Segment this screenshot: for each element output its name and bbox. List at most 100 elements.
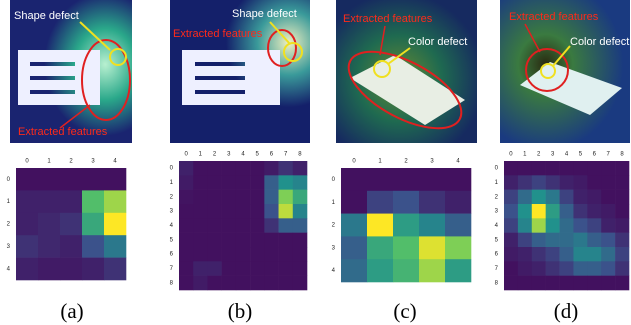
heatmap-cell [601,261,615,276]
heatmap-cell [264,218,279,233]
heatmap-cell [615,261,629,276]
heatmap-cell [293,175,308,190]
heatmap-cell [504,276,518,291]
x-tick-label: 3 [91,159,95,165]
x-tick-label: 3 [551,152,555,158]
heatmap-cell [419,214,445,237]
heatmap-cell [393,259,419,282]
heatmap-cell [341,236,367,259]
x-tick-label: 7 [284,152,288,158]
heatmap-cell [573,190,587,205]
heatmap-cell [560,190,574,205]
heatmap-cell [179,190,194,205]
heatmap-cell [293,190,308,205]
heatmap-cell [16,190,38,213]
x-tick-label: 6 [593,152,597,158]
heatmap-cell [264,261,279,276]
heatmap-cell [587,261,601,276]
heatmap-cell [293,276,308,291]
heatmap-cell [367,236,393,259]
heatmap-cell [193,190,208,205]
y-tick-label: 2 [332,223,336,229]
heatmap-cell [393,236,419,259]
heatmap-cell [341,214,367,237]
heatmap-cell [38,213,60,236]
heatmap-cell [445,168,471,191]
heatmap-cell [60,168,82,191]
caption: (b) [228,299,253,323]
heatmap-cell [104,213,126,236]
heatmap-cell [82,235,104,258]
heatmap-cell [250,261,265,276]
heatmap-cell [279,247,294,262]
heatmap-cell [193,175,208,190]
heatmap-cell [518,247,532,262]
heatmap-cell [445,236,471,259]
heatmap-cell [222,190,237,205]
heatmap-cell [293,218,308,233]
heatmap-cell [193,161,208,176]
heatmap-cell [279,218,294,233]
heatmap-cell [207,247,222,262]
y-tick-label: 4 [495,223,499,229]
heatmap-cell [393,214,419,237]
heatmap-cell [419,236,445,259]
heatmap-cell [445,259,471,282]
heatmap-cell [279,204,294,219]
heatmap-cell [615,218,629,233]
heatmap-cell [207,233,222,248]
annotation: Shape defect [14,10,79,22]
heatmap-cell [587,233,601,248]
heatmap-cell [601,190,615,205]
heatmap-cell [546,247,560,262]
x-tick-label: 2 [537,152,541,158]
x-tick-label: 1 [199,152,203,158]
heatmap-cell [16,168,38,191]
photo-a: Shape defect Extracted features [10,0,132,143]
heatmap-cell [207,204,222,219]
heatmap-cell [236,175,251,190]
heatmap-cell [504,233,518,248]
y-tick-label: 8 [495,280,499,286]
heatmap-cell [601,161,615,176]
x-tick-label: 4 [456,159,460,165]
heatmap-cell [504,218,518,233]
heatmap-cell [293,161,308,176]
heatmap-cell [601,175,615,190]
heatmap-cell [560,204,574,219]
annotation: Extracted features [343,13,433,25]
x-tick-label: 0 [509,152,513,158]
heatmap-cell [250,204,265,219]
heatmap-cell [532,218,546,233]
x-tick-label: 3 [430,159,434,165]
x-tick-label: 4 [113,159,117,165]
heatmap-cell [587,276,601,291]
heatmap-cell [532,190,546,205]
x-tick-label: 0 [352,159,356,165]
heatmap-cell [518,218,532,233]
x-tick-label: 0 [25,159,29,165]
heatmap-cell [341,259,367,282]
y-tick-label: 6 [170,252,174,258]
heatmap-cell [445,191,471,214]
heatmap-cell [504,175,518,190]
heatmap-cell [60,258,82,281]
heatmap-cell [573,218,587,233]
y-tick-label: 6 [495,252,499,258]
heatmap-cell [222,204,237,219]
heatmap-cell [573,233,587,248]
heatmap-cell [615,276,629,291]
heatmap-cell [279,175,294,190]
x-tick-label: 2 [69,159,73,165]
heatmap-cell [193,218,208,233]
heatmap-cell [250,247,265,262]
heatmap-cell [207,218,222,233]
heatmap-cell [573,161,587,176]
heatmap-cell [38,235,60,258]
heatmap-cell [179,204,194,219]
heatmap-cell [60,213,82,236]
heatmap-cell [279,233,294,248]
heatmap-cell [560,218,574,233]
photo-d: Extracted features Color defect [500,0,630,143]
heatmap-cell [504,204,518,219]
